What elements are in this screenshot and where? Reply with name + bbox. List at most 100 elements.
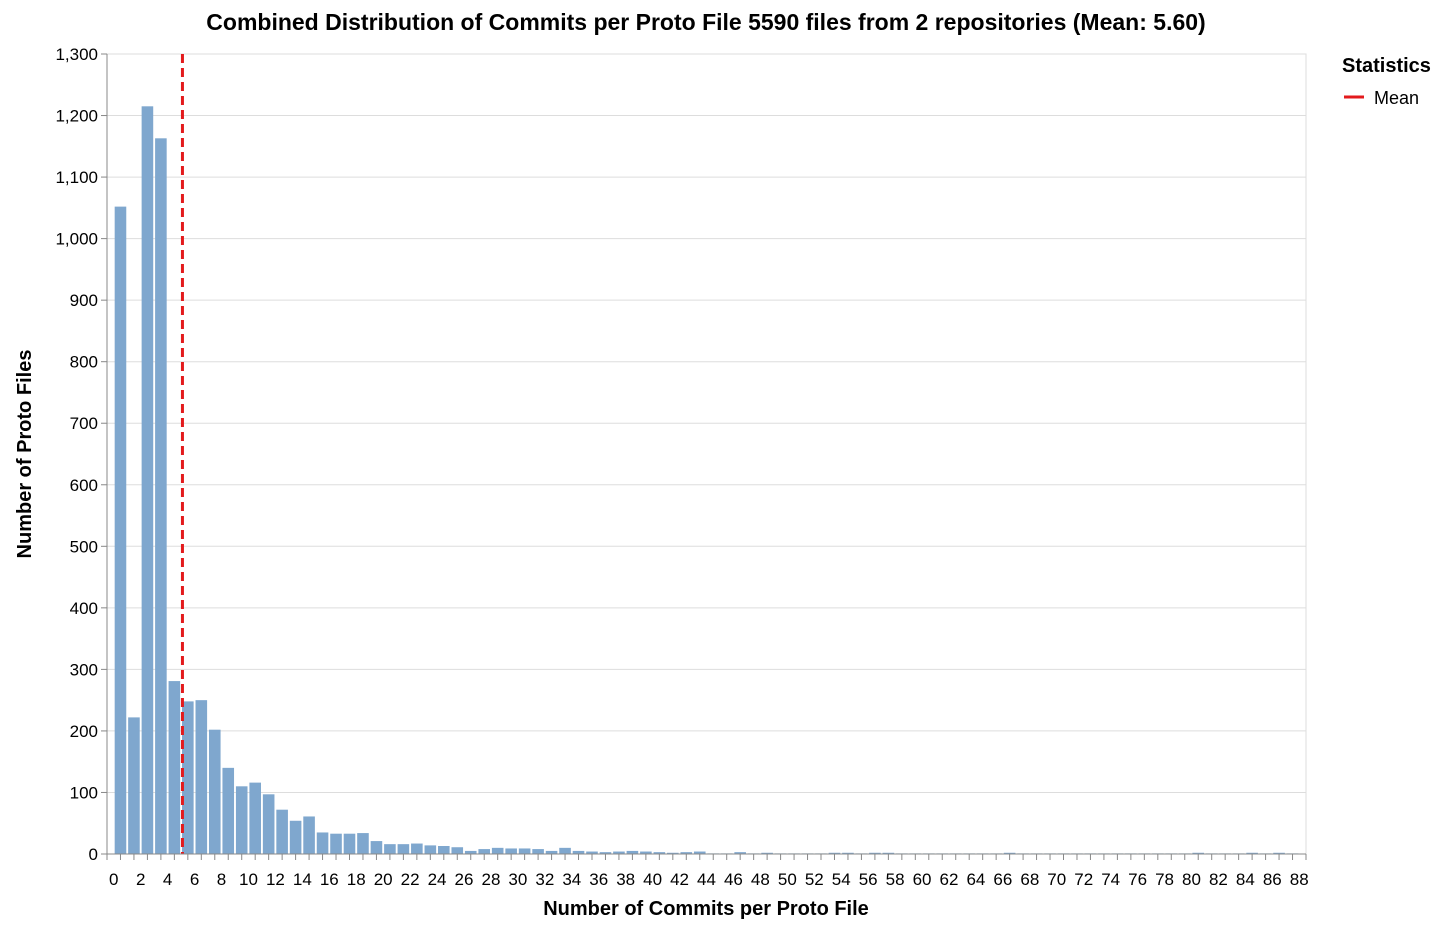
x-tick-label: 66 bbox=[993, 870, 1012, 889]
bar bbox=[1003, 852, 1016, 854]
bar bbox=[599, 852, 612, 854]
x-tick-label: 64 bbox=[966, 870, 985, 889]
x-tick-label: 62 bbox=[940, 870, 959, 889]
x-tick-label: 88 bbox=[1290, 870, 1309, 889]
x-tick-label: 34 bbox=[562, 870, 581, 889]
y-tick-label: 1,300 bbox=[55, 45, 98, 64]
x-tick-label: 76 bbox=[1128, 870, 1147, 889]
x-tick-label: 70 bbox=[1047, 870, 1066, 889]
bars bbox=[114, 106, 1299, 855]
bar bbox=[451, 847, 464, 854]
x-tick-label: 46 bbox=[724, 870, 743, 889]
bar bbox=[572, 850, 585, 854]
bar bbox=[316, 832, 329, 854]
bar bbox=[262, 794, 275, 854]
y-tick-label: 800 bbox=[70, 353, 98, 372]
x-tick-label: 58 bbox=[886, 870, 905, 889]
y-tick-label: 700 bbox=[70, 414, 98, 433]
bar bbox=[478, 849, 491, 854]
y-tick-label: 600 bbox=[70, 476, 98, 495]
bar bbox=[613, 851, 625, 854]
bar bbox=[411, 843, 423, 854]
x-tick-label: 50 bbox=[778, 870, 797, 889]
x-tick-label: 36 bbox=[589, 870, 608, 889]
bar bbox=[289, 820, 302, 854]
bar bbox=[397, 844, 410, 854]
bar bbox=[518, 848, 531, 854]
legend-title: Statistics bbox=[1342, 55, 1431, 77]
bar bbox=[734, 852, 746, 854]
bar bbox=[235, 786, 248, 854]
x-tick-label: 20 bbox=[374, 870, 393, 889]
bar bbox=[491, 847, 504, 854]
x-tick-label: 56 bbox=[859, 870, 878, 889]
bar bbox=[626, 850, 639, 854]
x-tick-label: 78 bbox=[1155, 870, 1174, 889]
bar bbox=[653, 852, 666, 854]
plot-frame bbox=[106, 53, 1307, 855]
bar bbox=[357, 833, 369, 854]
y-tick-label: 0 bbox=[89, 845, 98, 864]
x-tick-label: 48 bbox=[751, 870, 770, 889]
x-tick-label: 74 bbox=[1101, 870, 1120, 889]
y-tick-label: 300 bbox=[70, 660, 98, 679]
bar bbox=[128, 717, 140, 854]
x-tick-label: 24 bbox=[428, 870, 447, 889]
x-tick-label: 52 bbox=[805, 870, 824, 889]
x-tick-label: 12 bbox=[266, 870, 285, 889]
x-tick-label: 30 bbox=[508, 870, 527, 889]
bar bbox=[141, 106, 154, 855]
bar bbox=[640, 851, 652, 854]
bar bbox=[384, 844, 396, 854]
x-tick-label: 2 bbox=[136, 870, 145, 889]
x-tick-label: 16 bbox=[320, 870, 339, 889]
bar bbox=[195, 700, 208, 854]
x-tick-label: 32 bbox=[535, 870, 554, 889]
bar bbox=[330, 833, 342, 854]
bar bbox=[424, 845, 437, 854]
x-tick-label: 22 bbox=[401, 870, 420, 889]
bar bbox=[303, 816, 315, 854]
bar bbox=[438, 846, 450, 854]
y-tick-label: 1,100 bbox=[55, 168, 98, 187]
bar bbox=[1273, 852, 1285, 854]
x-tick-label: 0 bbox=[109, 870, 118, 889]
x-axis: 0 2 4 6 8 10 12 14 16 18 20 22 24 26 28 30 32 34 36 38 40 42 4… bbox=[106, 853, 1309, 889]
x-tick-label: 28 bbox=[481, 870, 500, 889]
bar bbox=[761, 852, 773, 854]
bar bbox=[532, 849, 544, 854]
bar bbox=[828, 852, 841, 854]
x-tick-label: 68 bbox=[1020, 870, 1039, 889]
x-tick-label: 54 bbox=[832, 870, 851, 889]
bar bbox=[222, 767, 235, 854]
y-tick-label: 1,200 bbox=[55, 107, 98, 126]
bar bbox=[114, 206, 127, 855]
y-tick-label: 400 bbox=[70, 599, 98, 618]
y-axis-title: Number of Proto Files bbox=[14, 350, 36, 559]
bar bbox=[869, 852, 881, 854]
bar bbox=[680, 852, 693, 854]
bar bbox=[464, 850, 477, 854]
x-axis-title: Number of Commits per Proto File bbox=[543, 898, 869, 920]
bar bbox=[1192, 852, 1205, 854]
bar bbox=[667, 852, 679, 854]
bar bbox=[586, 851, 598, 854]
bar bbox=[545, 850, 558, 854]
y-tick-label: 100 bbox=[70, 783, 98, 802]
bar bbox=[208, 729, 221, 854]
x-tick-label: 38 bbox=[616, 870, 635, 889]
grid bbox=[107, 53, 1306, 855]
x-tick-label: 10 bbox=[239, 870, 258, 889]
x-tick-label: 80 bbox=[1182, 870, 1201, 889]
x-tick-label: 60 bbox=[913, 870, 932, 889]
bar bbox=[370, 841, 383, 854]
x-tick-label: 4 bbox=[163, 870, 172, 889]
x-tick-label: 72 bbox=[1074, 870, 1093, 889]
bar bbox=[168, 681, 181, 854]
x-tick-label: 42 bbox=[670, 870, 689, 889]
x-tick-label: 82 bbox=[1209, 870, 1228, 889]
bar bbox=[1246, 852, 1258, 854]
chart-title: Combined Distribution of Commits per Pro… bbox=[206, 9, 1205, 35]
bar bbox=[882, 852, 895, 854]
